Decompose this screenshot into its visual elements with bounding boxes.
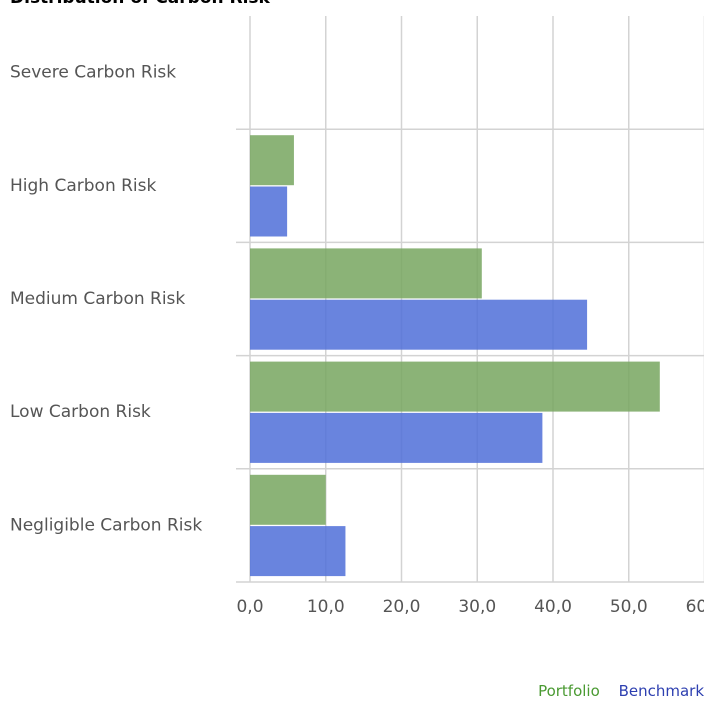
x-tick-label: 0,0 <box>236 597 263 617</box>
category-label: Low Carbon Risk <box>10 402 151 422</box>
bar-benchmark-3 <box>250 412 543 463</box>
x-tick-label: 50,0 <box>610 597 648 617</box>
x-tick-label: 40,0 <box>534 597 572 617</box>
bar-portfolio-3 <box>250 361 660 412</box>
bar-portfolio-2 <box>250 248 482 299</box>
bar-portfolio-4 <box>250 474 326 525</box>
category-label: High Carbon Risk <box>10 176 157 196</box>
bar-benchmark-2 <box>250 299 588 350</box>
bar-portfolio-1 <box>250 135 294 186</box>
category-label: Severe Carbon Risk <box>10 63 176 83</box>
legend-portfolio: Portfolio <box>538 682 600 700</box>
category-label: Medium Carbon Risk <box>10 289 185 309</box>
x-tick-label: 30,0 <box>458 597 496 617</box>
category-label: Negligible Carbon Risk <box>10 515 202 535</box>
chart-title: Distribution of Carbon Risk <box>10 0 270 8</box>
bar-benchmark-4 <box>250 526 346 577</box>
bar-benchmark-1 <box>250 186 288 237</box>
x-tick-label: 10,0 <box>307 597 345 617</box>
x-tick-label: 60,0 <box>686 597 704 617</box>
legend: Portfolio Benchmark <box>538 682 704 700</box>
legend-benchmark: Benchmark <box>618 682 704 700</box>
x-tick-label: 20,0 <box>383 597 421 617</box>
